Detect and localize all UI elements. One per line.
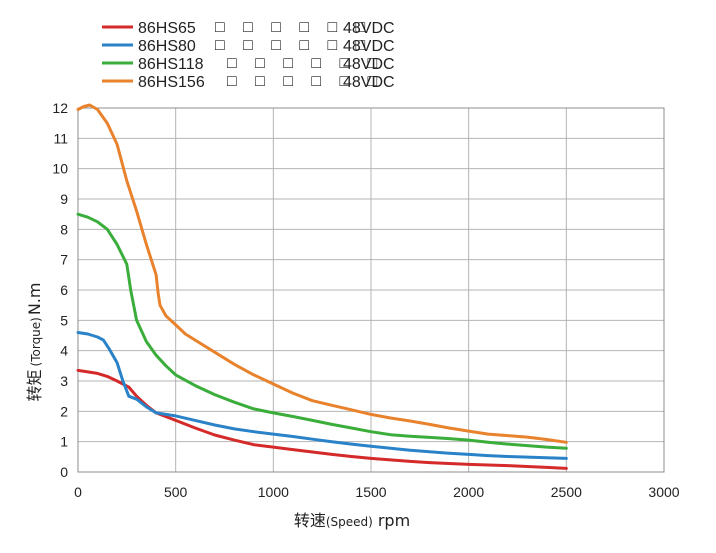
y-tick-label: 9 [60, 191, 68, 207]
series-line-86HS156 [76, 103, 568, 444]
legend-glyphs: □ □ □ □ □ □ [215, 19, 372, 36]
x-tick-label: 2000 [453, 484, 484, 500]
y-axis-title: 转矩 (Torque)N.m [25, 283, 44, 402]
legend-voltage: 48VDC [343, 56, 395, 73]
x-axis-ticks: 0 500 1000 1500 2000 2500 3000 [74, 484, 680, 500]
legend-label: 86HS118 [138, 56, 204, 73]
legend-label: 86HS156 [138, 74, 205, 91]
legend-glyphs: □ □ □ □ □ □ [215, 37, 372, 54]
legend-glyphs: □ □ □ □ □ □ [227, 55, 384, 72]
x-tick-label: 1500 [355, 484, 386, 500]
y-tick-label: 7 [60, 252, 68, 268]
x-axis-title-paren: (Speed) [326, 515, 373, 529]
x-axis-title: 转速(Speed) rpm [294, 511, 410, 530]
y-tick-label: 2 [60, 403, 68, 419]
y-tick-label: 10 [52, 161, 68, 177]
grid [77, 107, 665, 473]
plot-area-frame [77, 107, 665, 473]
legend-label: 86HS65 [138, 20, 196, 37]
y-tick-label: 3 [60, 373, 68, 389]
series-line-86HS118 [76, 212, 568, 450]
y-tick-label: 6 [60, 282, 68, 298]
y-tick-label: 1 [60, 434, 68, 450]
y-axis-title-paren: (Torque) [29, 317, 43, 366]
legend-label: 86HS80 [138, 38, 196, 55]
series-lines [76, 103, 568, 470]
series-line-86HS65 [76, 368, 568, 470]
x-axis-title-main: 转速 [294, 511, 326, 530]
y-tick-label: 0 [60, 464, 68, 480]
x-tick-label: 0 [74, 484, 82, 500]
legend-voltage: 48VDC [343, 74, 395, 91]
legend-voltage: 48VDC [343, 20, 395, 37]
x-tick-label: 3000 [648, 484, 679, 500]
x-tick-label: 500 [164, 484, 188, 500]
y-tick-label: 11 [53, 130, 68, 146]
y-axis-title-main: 转矩 [25, 369, 44, 401]
legend-glyphs: □ □ □ □ □ □ [227, 73, 384, 90]
x-tick-label: 2500 [551, 484, 582, 500]
y-tick-label: 5 [60, 312, 68, 328]
y-tick-label: 4 [60, 343, 68, 359]
y-tick-label: 12 [52, 100, 68, 116]
series-line-86HS80 [76, 331, 568, 460]
y-axis-title-unit: N.m [25, 283, 44, 316]
y-tick-label: 8 [60, 221, 68, 237]
legend-voltage: 48VDC [343, 38, 395, 55]
x-tick-label: 1000 [258, 484, 289, 500]
x-axis-title-unit: rpm [378, 511, 410, 530]
